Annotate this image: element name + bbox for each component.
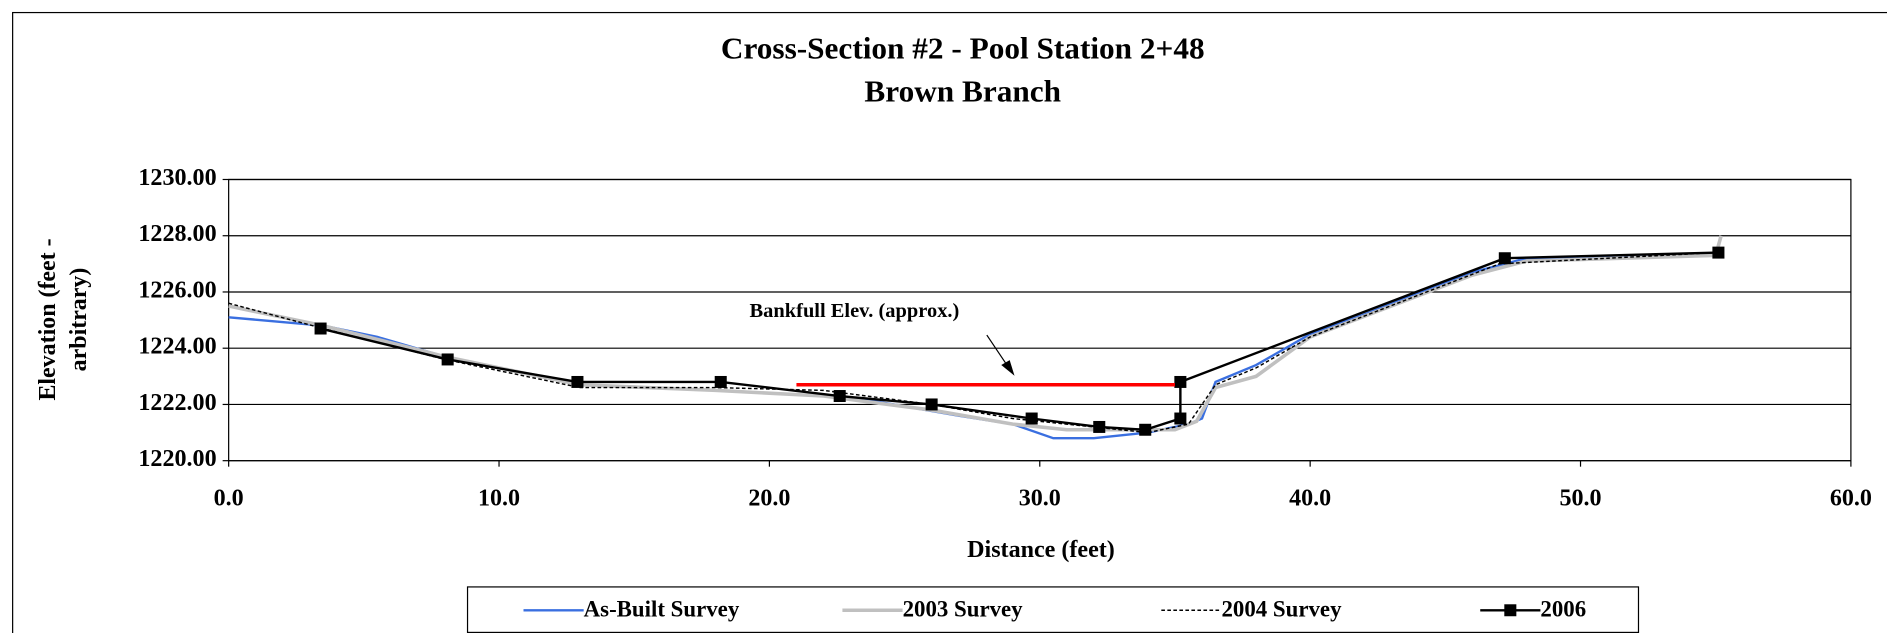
legend-label: 2006	[1540, 597, 1586, 622]
x-tick-label: 20.0	[748, 486, 790, 512]
data-marker	[833, 390, 846, 402]
data-marker	[1712, 246, 1725, 259]
y-axis-title: Elevation (feet - arbitrary)	[35, 238, 92, 400]
series-line	[228, 251, 1716, 434]
x-tick-label: 10.0	[478, 486, 520, 512]
legend-label: 2004 Survey	[1221, 597, 1342, 622]
x-tick-label: 40.0	[1289, 486, 1331, 512]
data-marker	[1025, 412, 1038, 425]
chart-border	[12, 11, 1887, 633]
series-line	[320, 251, 1719, 431]
chart-subtitle: Brown Branch	[864, 74, 1061, 109]
y-tick-label: 1222.00	[138, 390, 216, 416]
x-tick-label: 60.0	[1830, 486, 1872, 512]
chart-title: Cross-Section #2 - Pool Station 2+48	[721, 31, 1205, 66]
legend-marker	[1504, 604, 1517, 617]
y-tick-label: 1220.00	[138, 446, 216, 472]
y-axis-title-line: arbitrary)	[66, 268, 92, 372]
data-marker	[925, 398, 938, 411]
legend-label: 2003 Survey	[903, 597, 1024, 622]
data-marker	[314, 322, 327, 335]
x-tick-label: 30.0	[1019, 486, 1061, 512]
legend-box	[466, 586, 1640, 633]
annotation-arrowhead	[1001, 360, 1015, 376]
x-tick-label: 0.0	[214, 486, 244, 512]
plot-area	[228, 178, 1852, 462]
data-marker	[441, 353, 454, 366]
annotation: Bankfull Elev. (approx.)	[750, 300, 960, 322]
y-tick-label: 1226.00	[138, 278, 216, 304]
x-tick-label: 50.0	[1559, 486, 1601, 512]
y-axis-title-line: Elevation (feet -	[35, 238, 61, 400]
data-marker	[571, 375, 584, 388]
x-axis-title: Distance (feet)	[967, 537, 1115, 563]
data-marker	[1174, 375, 1187, 388]
y-tick-label: 1228.00	[138, 221, 216, 247]
y-tick-label: 1230.00	[138, 165, 216, 191]
data-marker	[714, 375, 727, 388]
legend-label: As-Built Survey	[584, 597, 740, 622]
y-tick-label: 1224.00	[138, 334, 216, 360]
data-marker	[1139, 423, 1152, 436]
data-marker	[1093, 420, 1106, 433]
data-marker	[1498, 252, 1511, 265]
data-marker	[1174, 412, 1187, 425]
